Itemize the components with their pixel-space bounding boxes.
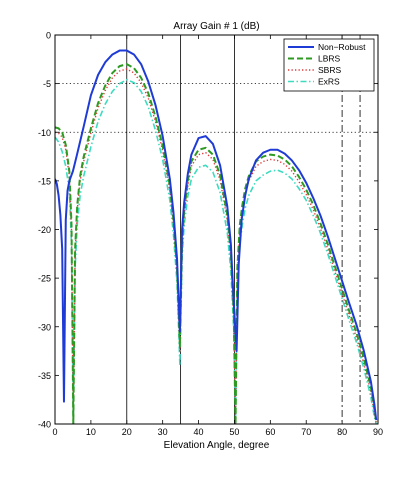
x-axis: 0 10 20 30 40 50 60 70 80 90 xyxy=(52,35,383,437)
legend-label: SBRS xyxy=(318,65,341,75)
x-tick-label: 10 xyxy=(86,427,96,437)
y-tick-label: -5 xyxy=(43,79,51,89)
x-tick-label: 90 xyxy=(373,427,383,437)
x-tick-label: 40 xyxy=(194,427,204,437)
x-tick-label: 80 xyxy=(337,427,347,437)
legend-label: Non−Robust xyxy=(318,42,366,52)
y-tick-label: 0 xyxy=(46,31,51,41)
y-tick-label: -15 xyxy=(38,176,51,186)
x-tick-label: 0 xyxy=(52,427,57,437)
series-layer xyxy=(55,49,378,424)
series-line-solid xyxy=(55,49,378,421)
series-line-dotted xyxy=(55,68,377,424)
y-axis: 0 -5 -10 -15 -20 -25 -30 -35 -40 xyxy=(38,31,378,430)
series-line-dashed xyxy=(55,63,378,424)
y-tick-label: -35 xyxy=(38,371,51,381)
y-tick-label: -25 xyxy=(38,274,51,284)
chart-title: Array Gain # 1 (dB) xyxy=(173,21,259,32)
x-tick-label: 30 xyxy=(158,427,168,437)
x-tick-label: 60 xyxy=(265,427,275,437)
x-tick-label: 20 xyxy=(122,427,132,437)
y-tick-label: -40 xyxy=(38,420,51,430)
y-tick-label: -10 xyxy=(38,128,51,138)
x-axis-label: Elevation Angle, degree xyxy=(164,440,270,451)
legend-label: LBRS xyxy=(318,54,341,64)
x-tick-label: 70 xyxy=(301,427,311,437)
series-line-dashdot xyxy=(55,78,377,424)
x-tick-label: 50 xyxy=(229,427,239,437)
y-tick-label: -30 xyxy=(38,322,51,332)
plot-area xyxy=(55,35,378,424)
y-tick-label: -20 xyxy=(38,225,51,235)
legend-label: ExRS xyxy=(318,77,340,87)
